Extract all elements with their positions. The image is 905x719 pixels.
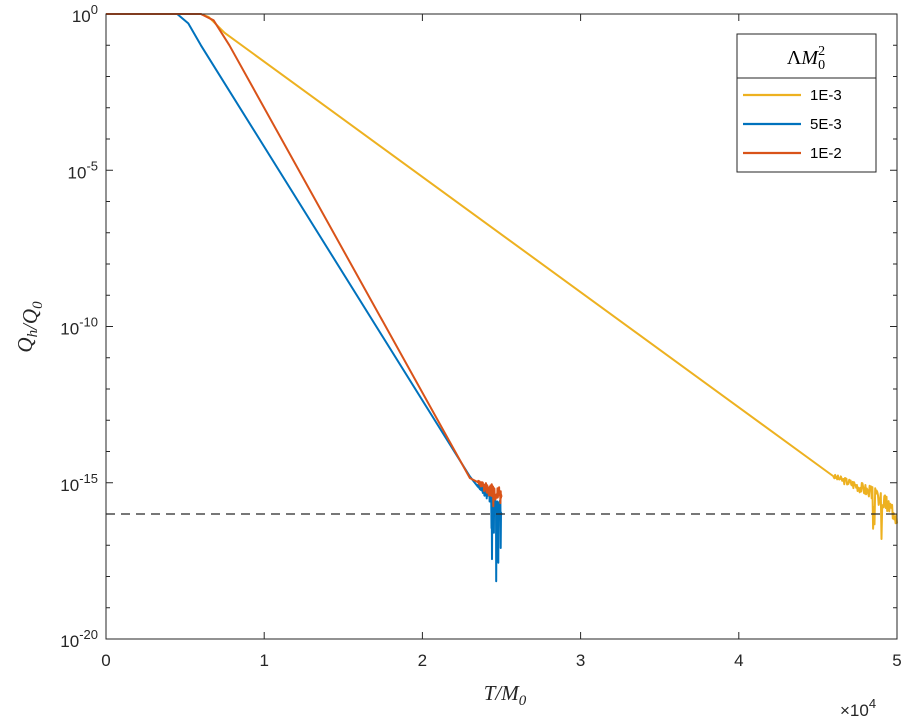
legend-title: ΛM2 0 bbox=[787, 44, 825, 73]
legend: ΛM2 0 1E-3 5E-3 1E-2 bbox=[736, 33, 877, 173]
x-axis-ticks: 0 1 2 3 4 5 bbox=[101, 14, 902, 670]
x-tick-label: 2 bbox=[418, 651, 427, 670]
x-tick-label: 0 bbox=[101, 651, 110, 670]
x-tick-label: 1 bbox=[259, 651, 268, 670]
legend-label-1E-3: 1E-3 bbox=[810, 87, 842, 104]
y-tick-label: 10-5 bbox=[68, 158, 98, 182]
legend-box bbox=[736, 33, 877, 173]
x-tick-label: 4 bbox=[734, 651, 743, 670]
y-tick-label: 100 bbox=[72, 2, 98, 26]
y-tick-label: 10-20 bbox=[60, 627, 98, 651]
x-tick-label: 3 bbox=[576, 651, 585, 670]
legend-label-5E-3: 5E-3 bbox=[810, 116, 842, 133]
x-multiplier: ×104 bbox=[840, 696, 876, 719]
y-axis-label: Qh/Q0 bbox=[13, 301, 46, 353]
legend-items: 1E-3 5E-3 1E-2 bbox=[743, 87, 842, 162]
y-tick-label: 10-10 bbox=[60, 315, 98, 339]
series-line-1E-3 bbox=[106, 13, 898, 540]
legend-label-1E-2: 1E-2 bbox=[810, 145, 842, 162]
x-tick-label: 5 bbox=[892, 651, 901, 670]
series-layer bbox=[106, 13, 898, 583]
y-tick-label: 10-15 bbox=[60, 471, 98, 495]
series-line-1E-2 bbox=[106, 13, 503, 508]
y-axis-ticks: 100 10-5 10-10 10-15 10-20 bbox=[60, 2, 897, 651]
x-axis-label: T/M0 bbox=[484, 681, 527, 709]
